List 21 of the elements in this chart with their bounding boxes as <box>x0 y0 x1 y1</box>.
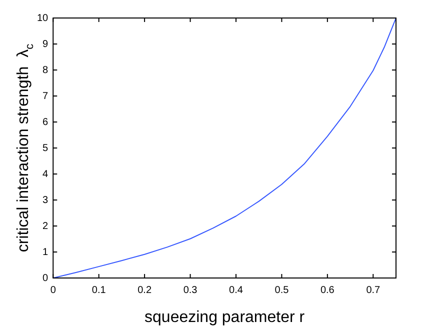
y-tick-label: 1 <box>42 246 49 258</box>
y-tick-label: 6 <box>42 116 49 128</box>
x-tick-label: 0.2 <box>138 284 152 296</box>
x-axis-title: squeezing parameter r <box>144 309 306 326</box>
y-tick-label: 2 <box>42 220 49 232</box>
x-tick-label: 0.6 <box>320 284 335 296</box>
y-tick-label: 5 <box>42 142 49 154</box>
y-tick-label: 7 <box>42 90 49 102</box>
x-tick-label: 0.3 <box>183 284 198 296</box>
y-tick-label: 4 <box>42 168 49 180</box>
x-tick-label: 0.4 <box>229 284 244 296</box>
y-tick-label: 9 <box>42 38 49 50</box>
y-tick-label: 10 <box>37 12 49 24</box>
x-tick-label: 0.7 <box>366 284 381 296</box>
x-tick-label: 0 <box>50 284 56 296</box>
y-tick-label: 8 <box>42 64 49 76</box>
y-tick-label: 0 <box>42 272 49 284</box>
x-tick-label: 0.5 <box>274 284 290 296</box>
y-axis-title: critical interaction strength λc <box>15 43 36 252</box>
y-tick-label: 3 <box>42 194 49 206</box>
x-tick-label: 0.1 <box>92 284 106 296</box>
